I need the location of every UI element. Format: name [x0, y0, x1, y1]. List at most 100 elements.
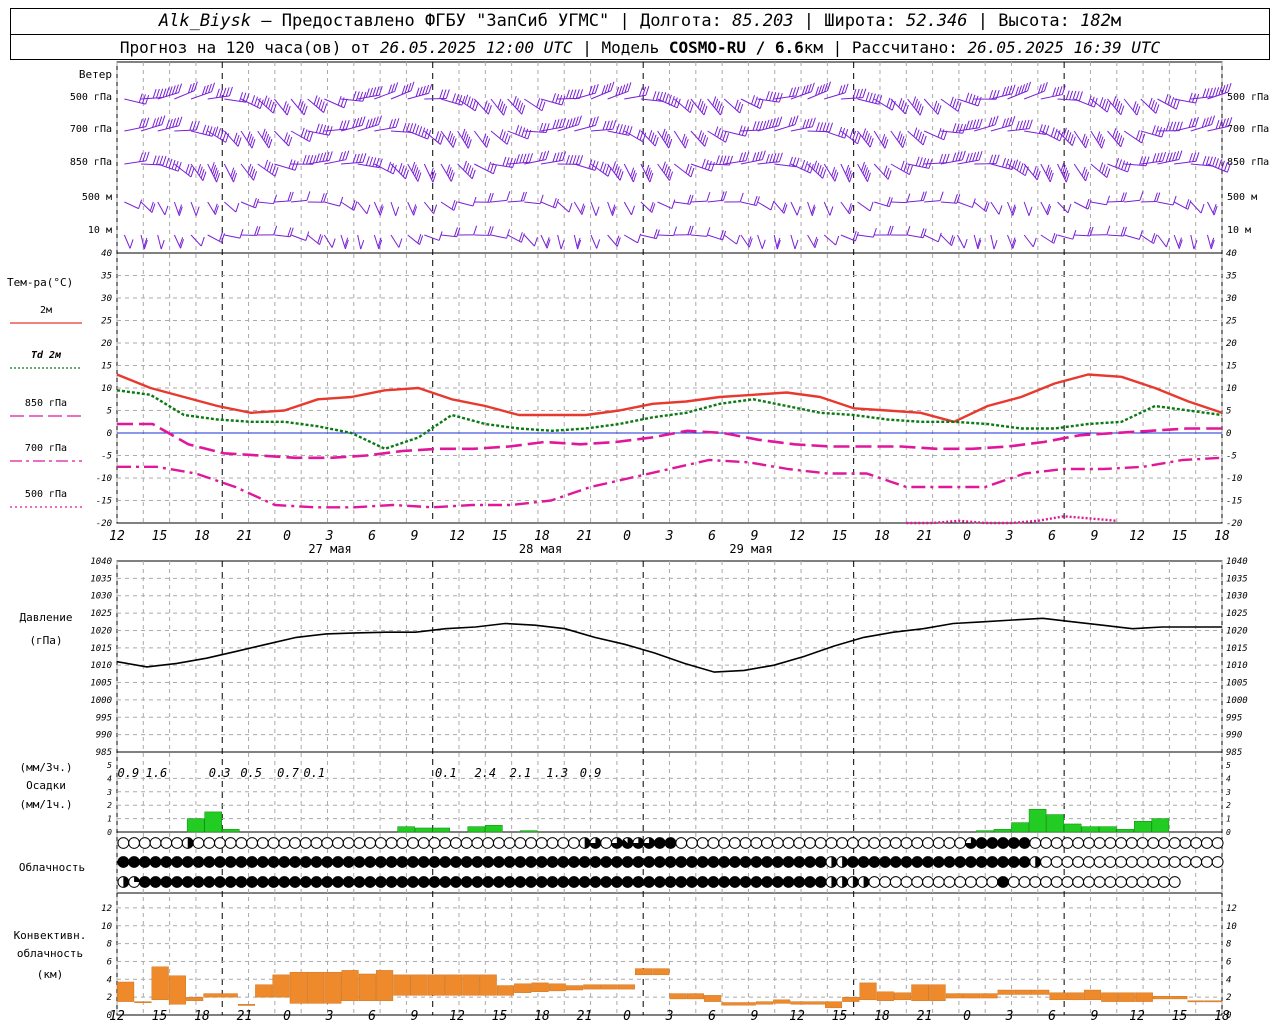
cloud-symbol-middle — [1007, 856, 1020, 868]
provider: Предоставлено ФГБУ "ЗапСиб УГМС" — [281, 11, 610, 31]
wind-barb-feather — [847, 203, 852, 213]
wind-barb-feather — [152, 118, 156, 128]
wind-barb-feather — [360, 239, 365, 250]
wind-barb-feather — [512, 95, 517, 106]
cloud-circle — [428, 837, 441, 849]
wind-barb-feather — [574, 116, 579, 126]
cloud-fill-full — [300, 876, 312, 888]
time-axis-middle: 12 15 18 21 0 3 6 9 12 15 18 21 0 3 6 9 12 15 18 21 0 3 6 9 12 15… — [109, 529, 1230, 556]
wind-barb-feather — [963, 238, 968, 249]
wind-barb — [1124, 156, 1150, 167]
wind-barb-feather — [772, 92, 777, 102]
wind-barb — [423, 130, 444, 145]
time-tick-bottom: 3 — [325, 1009, 334, 1024]
wind-barb-feather — [352, 91, 357, 101]
wind-barb-feather — [319, 235, 324, 245]
cloud-fill-partial — [1035, 856, 1041, 868]
cloud-circle — [1050, 876, 1063, 888]
wind-barb-feather — [1022, 164, 1027, 175]
wind-barb-feather — [968, 120, 973, 130]
cloud-fill-full — [278, 876, 290, 888]
cloud-symbol-low — [450, 876, 462, 888]
cloud-symbol-middle — [1125, 856, 1138, 868]
wind-barb-feather — [714, 98, 719, 108]
wind-barb-feather — [1164, 93, 1169, 104]
wind-barb-feather — [561, 95, 566, 106]
cloud-circle — [267, 837, 280, 849]
wind-barb — [490, 229, 511, 239]
cloud-fill-full — [353, 856, 365, 868]
cloud-fill-full — [332, 856, 344, 868]
wind-barb-feather — [429, 167, 434, 177]
wind-barb-feather — [864, 130, 868, 141]
cloud-symbol-high — [460, 837, 473, 849]
wind-barb — [740, 95, 764, 109]
wind-barb-feather — [572, 155, 577, 165]
wind-barb-feather — [536, 98, 541, 108]
wind-barb-feather — [844, 129, 849, 139]
wind-barb-feather — [752, 152, 757, 162]
wind-barb-feather — [323, 103, 328, 113]
wind-barb-staff — [940, 201, 957, 204]
wind-barb-feather — [811, 117, 816, 127]
cloud-symbol-high — [256, 837, 269, 849]
temp-tick-left: -5 — [101, 452, 112, 462]
wind-barb — [807, 81, 831, 100]
conv-bar — [635, 968, 653, 976]
cloud-symbol-high — [739, 837, 752, 849]
temp-tick-left: 25 — [101, 317, 112, 327]
wind-barb-staff — [1174, 160, 1196, 165]
time-tick-middle: 15 — [492, 529, 508, 544]
wind-barb-feather — [569, 89, 574, 99]
wind-barb — [507, 191, 528, 203]
cloud-symbol-low — [428, 876, 441, 888]
wind-barb-feather — [776, 237, 781, 248]
wind-barb-staff — [390, 130, 413, 134]
wind-barb-feather — [783, 204, 788, 214]
alt-label: Высота: — [998, 11, 1081, 31]
cloud-circle — [514, 837, 527, 849]
wind-barb-feather — [852, 130, 857, 141]
wind-barb — [124, 151, 150, 165]
cloud-symbol-low — [396, 876, 409, 888]
wind-barb-staff — [1207, 125, 1229, 132]
wind-barb-feather — [541, 101, 546, 111]
wind-barb-staff — [657, 234, 674, 237]
wind-barb — [657, 128, 673, 149]
wind-barb-feather — [792, 87, 797, 97]
wind-barb-feather — [565, 89, 570, 99]
press-tick-left: 1020 — [90, 626, 112, 636]
conv-bar — [1204, 1000, 1222, 1003]
cloud-fill-full — [343, 876, 355, 888]
wind-barb-feather — [618, 124, 623, 134]
conv-bar — [807, 1001, 825, 1005]
wind-barb — [240, 163, 258, 181]
wind-barb-staff — [1174, 98, 1196, 104]
cloud-symbol-low — [922, 876, 934, 888]
wind-barb-feather — [1205, 88, 1210, 98]
wind-barb-feather — [1134, 103, 1139, 113]
wind-barb-feather — [689, 225, 694, 235]
wind-barb-feather — [1172, 151, 1176, 162]
wind-barb-feather — [918, 131, 922, 141]
wind-barb-staff — [607, 90, 629, 100]
wind-barb-feather — [612, 206, 617, 216]
wind-barb-feather — [446, 164, 451, 174]
wind-barb-feather — [284, 103, 289, 113]
wind-barb-feather — [287, 227, 292, 237]
cloud-fill-partial — [831, 856, 837, 868]
cloud-symbol-high — [1029, 837, 1042, 849]
wind-level-label-right: 850 гПа — [1227, 157, 1269, 168]
wind-barb-feather — [607, 82, 612, 93]
wind-barb-feather — [352, 153, 357, 164]
wind-barb-feather — [487, 193, 492, 203]
cloud-symbol-middle — [793, 856, 806, 868]
cloud-circle — [932, 876, 945, 888]
wind-barb-feather — [648, 170, 653, 180]
wind-barb-feather — [465, 162, 470, 173]
cloud-symbol-middle — [997, 856, 1009, 868]
wind-barb-feather — [522, 153, 527, 163]
cloud-fill-full — [783, 856, 794, 868]
wind-barb-feather — [974, 95, 979, 105]
wind-barb — [507, 95, 526, 115]
